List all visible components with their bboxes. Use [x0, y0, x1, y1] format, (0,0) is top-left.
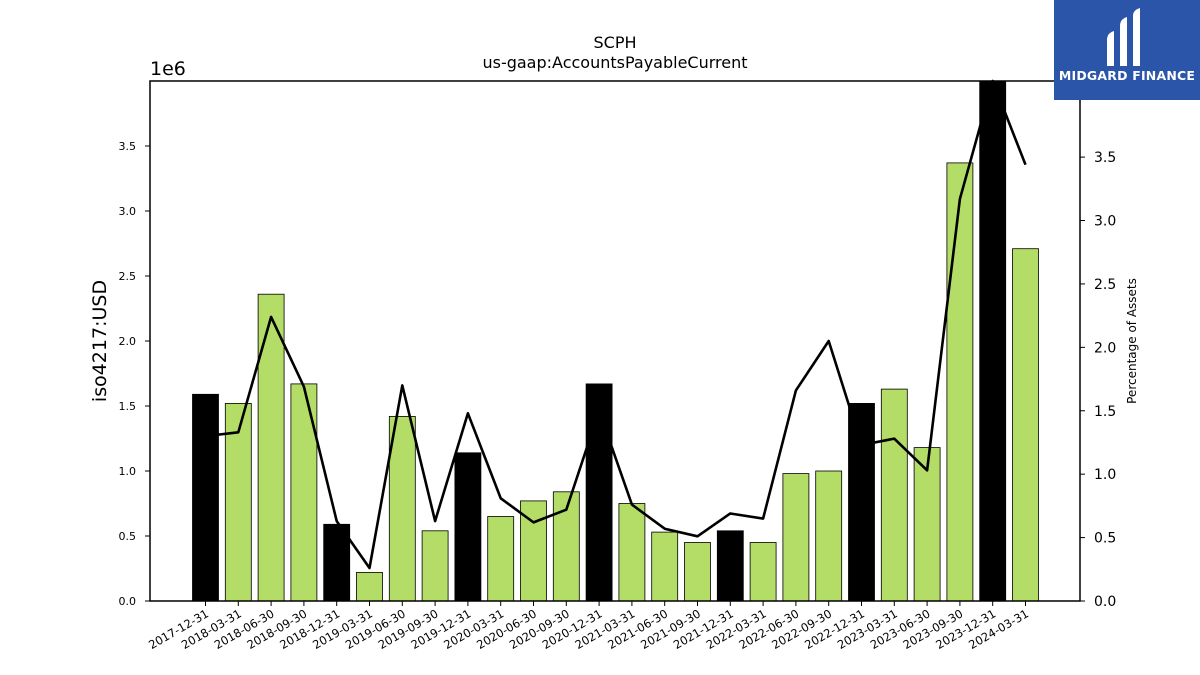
- y2-tick-label: 1.5: [1094, 404, 1116, 420]
- bar: [782, 473, 810, 602]
- bar: [880, 388, 908, 602]
- bar: [716, 530, 744, 602]
- bar: [1012, 248, 1039, 602]
- y2-tick-label: 2.0: [1094, 340, 1116, 356]
- bar: [454, 452, 482, 602]
- y-tick-label: 0.0: [119, 595, 137, 608]
- bar: [487, 516, 515, 602]
- y-axis-multiplier: 1e6: [150, 58, 186, 80]
- y-tick-label: 1.5: [119, 400, 137, 413]
- bar: [815, 470, 843, 602]
- y2-tick-label: 0.5: [1094, 531, 1116, 547]
- bar: [618, 503, 646, 602]
- y-tick-label: 3.5: [119, 140, 137, 153]
- y-tick-label: 1.0: [119, 465, 137, 478]
- y2-axis-label: Percentage of Assets: [1125, 278, 1139, 404]
- y2-tick-label: 1.0: [1094, 467, 1116, 483]
- y2-tick-label: 3.0: [1094, 214, 1116, 230]
- chart-title: SCPH: [593, 33, 636, 52]
- plot-area-frame: [149, 80, 1081, 602]
- bar: [257, 293, 285, 602]
- bar: [421, 530, 449, 602]
- bar: [224, 402, 252, 602]
- logo-mark-icon: [1107, 8, 1140, 66]
- bar-series: [192, 80, 1039, 602]
- y-tick-label: 0.5: [119, 530, 137, 543]
- bar: [552, 491, 580, 602]
- y-axis: 0.0 0.5 1.0 1.5 2.0 2.5 3.0 3.5: [119, 140, 150, 608]
- bar: [323, 523, 351, 602]
- midgard-finance-logo: MIDGARD FINANCE: [1054, 0, 1200, 100]
- percentage-of-assets-line: [205, 79, 1027, 570]
- bar: [946, 162, 974, 602]
- y-tick-label: 2.5: [119, 270, 137, 283]
- y2-tick-label: 0.0: [1094, 594, 1116, 610]
- y2-tick-label: 3.5: [1094, 150, 1116, 166]
- bar: [192, 393, 219, 602]
- bar: [388, 415, 416, 602]
- bar: [585, 383, 613, 602]
- bar: [848, 402, 875, 602]
- y-tick-label: 2.0: [119, 335, 137, 348]
- y2-tick-label: 2.5: [1094, 277, 1116, 293]
- bar: [979, 80, 1007, 602]
- bar: [356, 572, 383, 602]
- y2-axis: 0.0 0.5 1.0 1.5 2.0 2.5 3.0 3.5: [1080, 150, 1116, 610]
- x-axis: 2017-12-312018-03-312018-06-302018-09-30…: [146, 601, 1031, 652]
- bar: [290, 383, 318, 602]
- line-series: [205, 79, 1027, 570]
- bar: [651, 531, 679, 602]
- logo-text: MIDGARD FINANCE: [1058, 68, 1196, 83]
- bar: [749, 542, 777, 602]
- y-axis-label: iso4217:USD: [89, 280, 111, 402]
- bar: [684, 542, 711, 602]
- y-tick-label: 3.0: [119, 205, 137, 218]
- chart-subtitle: us-gaap:AccountsPayableCurrent: [482, 53, 747, 72]
